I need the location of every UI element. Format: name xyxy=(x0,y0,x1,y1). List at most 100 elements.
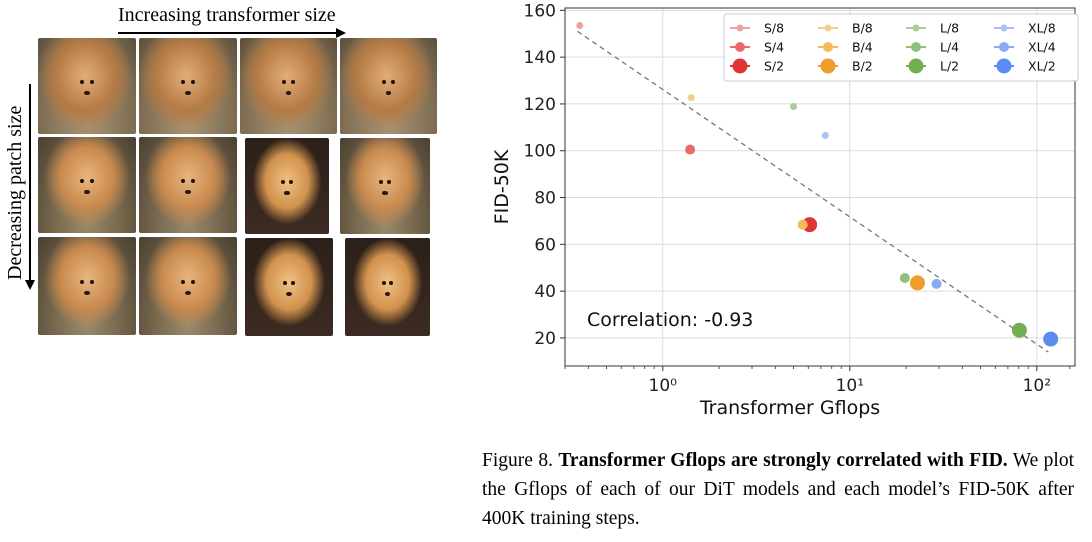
correlation-annotation: Correlation: -0.93 xyxy=(587,309,753,331)
dog-nose-icon xyxy=(185,290,191,295)
legend-label: S/8 xyxy=(764,21,784,36)
data-point-b-2 xyxy=(909,275,925,291)
dog-nose-icon xyxy=(384,291,391,296)
figure-caption: Figure 8. Transformer Gflops are strongl… xyxy=(482,446,1074,533)
dog-nose-icon xyxy=(185,90,191,95)
legend-label: B/2 xyxy=(852,59,873,74)
legend-marker xyxy=(735,42,745,52)
dog-nose-icon xyxy=(84,290,90,295)
gflops-fid-scatter-chart: 20 40 60 80 100 120 140 160 10⁰ 10¹ 10² Correlati… xyxy=(491,1,1079,419)
legend-label: S/4 xyxy=(764,40,784,55)
caption-bold-title: Transformer Gflops are strongly correlat… xyxy=(558,450,1008,471)
y-tick-label: 160 xyxy=(524,1,556,21)
data-point-b-4 xyxy=(797,219,808,230)
legend-label: S/2 xyxy=(764,59,784,74)
dog-nose-icon xyxy=(284,190,290,195)
legend-marker xyxy=(820,58,836,74)
legend-label: L/4 xyxy=(940,40,959,55)
data-point-xl-4 xyxy=(931,278,942,289)
dog-nose-icon xyxy=(285,90,292,95)
legend-label: XL/8 xyxy=(1028,21,1056,36)
y-tick-label: 80 xyxy=(534,189,556,209)
dog-nose-icon xyxy=(385,90,392,95)
y-axis: 20 40 60 80 100 120 140 160 xyxy=(524,1,565,349)
legend-marker xyxy=(736,24,744,32)
data-point-l-4 xyxy=(899,273,910,284)
data-point-xl-2 xyxy=(1043,331,1059,347)
dog-eyes-icon xyxy=(80,179,94,186)
data-point-xl-8 xyxy=(821,132,829,140)
sample-image xyxy=(139,237,237,335)
legend-label: L/8 xyxy=(940,21,959,36)
legend-marker xyxy=(911,42,921,52)
dog-eyes-icon xyxy=(80,280,94,287)
legend-marker xyxy=(996,58,1012,74)
dog-eyes-icon xyxy=(378,180,392,187)
data-point-s-4 xyxy=(685,144,696,155)
legend: S/8 S/4 S/2 B/8 B/4 B/2 L/8 L/4 L/2 XL/8 XL/4 XL/2 xyxy=(723,13,1079,82)
data-point-s-8 xyxy=(576,22,584,30)
dog-eyes-icon xyxy=(181,179,195,186)
trend-line xyxy=(577,30,1049,353)
legend-marker xyxy=(824,24,832,32)
right-arrow-icon xyxy=(118,28,346,38)
dog-nose-icon xyxy=(84,90,90,95)
legend-box xyxy=(723,13,1079,82)
y-tick-label: 60 xyxy=(534,235,556,255)
dog-eyes-icon xyxy=(181,80,195,87)
dog-nose-icon xyxy=(185,189,191,194)
legend-label: B/4 xyxy=(852,40,873,55)
x-tick-label: 10¹ xyxy=(836,376,864,396)
data-point-b-8 xyxy=(687,94,695,102)
legend-label: XL/4 xyxy=(1028,40,1056,55)
legend-marker xyxy=(999,42,1009,52)
dog-eyes-icon xyxy=(181,280,195,287)
dog-eyes-icon xyxy=(381,80,396,87)
sample-image xyxy=(38,38,136,134)
legend-label: L/2 xyxy=(940,59,959,74)
dog-eyes-icon xyxy=(281,180,293,187)
dog-eyes-icon xyxy=(282,281,296,288)
sample-image xyxy=(345,238,430,336)
down-arrow-icon xyxy=(25,84,35,290)
y-tick-label: 20 xyxy=(534,329,556,349)
dog-eyes-icon xyxy=(281,80,296,87)
dog-nose-icon xyxy=(382,190,388,195)
sample-image xyxy=(245,138,329,234)
legend-label: B/8 xyxy=(852,21,873,36)
y-tick-label: 140 xyxy=(524,48,556,68)
x-tick-label: 10² xyxy=(1023,376,1051,396)
y-tick-label: 120 xyxy=(524,95,556,115)
sample-image xyxy=(139,137,237,233)
sample-image xyxy=(245,238,333,336)
dog-nose-icon xyxy=(286,291,292,296)
legend-marker xyxy=(912,24,920,32)
increasing-transformer-size-label: Increasing transformer size xyxy=(118,4,336,26)
x-axis-title: Transformer Gflops xyxy=(699,397,880,419)
sample-image xyxy=(139,38,237,134)
sample-image xyxy=(38,237,136,335)
data-point-l-8 xyxy=(790,103,798,111)
legend-label: XL/2 xyxy=(1028,59,1056,74)
legend-marker xyxy=(1000,24,1008,32)
x-tick-label: 10⁰ xyxy=(649,376,678,396)
y-tick-label: 40 xyxy=(534,282,556,302)
dog-eyes-icon xyxy=(381,281,394,288)
y-tick-label: 100 xyxy=(524,142,556,162)
data-point-l-2 xyxy=(1011,322,1027,338)
legend-marker xyxy=(823,42,833,52)
sample-image-grid: Increasing transformer size Decreasing p… xyxy=(0,0,450,350)
legend-marker xyxy=(908,58,924,74)
caption-figure-number: Figure 8. xyxy=(482,450,553,471)
sample-image xyxy=(340,138,430,234)
dog-eyes-icon xyxy=(80,80,94,87)
y-axis-title: FID-50K xyxy=(491,149,513,224)
sample-image xyxy=(340,38,437,134)
dog-nose-icon xyxy=(84,189,90,194)
x-axis: 10⁰ 10¹ 10² xyxy=(564,366,1071,396)
sample-image xyxy=(240,38,337,134)
legend-marker xyxy=(732,58,748,74)
plot-frame xyxy=(564,7,1076,367)
sample-image xyxy=(38,137,136,233)
caption-body: We plot the Gflops of each of our DiT mo… xyxy=(482,450,1074,529)
